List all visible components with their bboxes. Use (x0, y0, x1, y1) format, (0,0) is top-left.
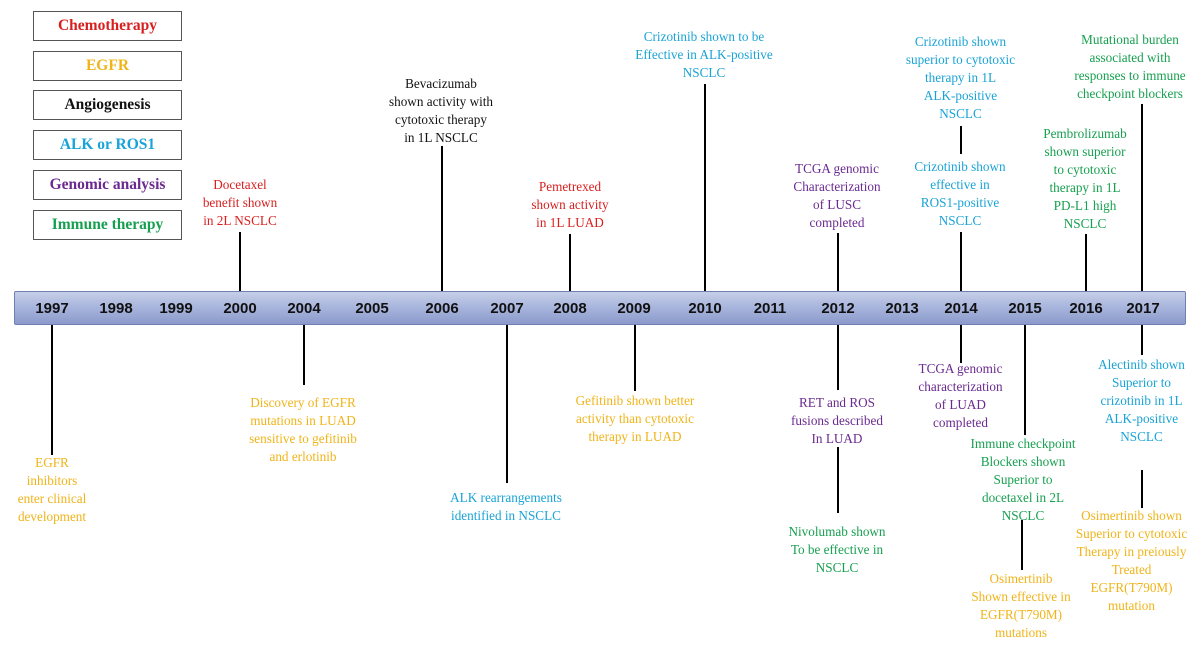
event-2009-gefitinib: Gefitinib shown better activity than cyt… (575, 393, 695, 444)
event-2017-alectinib: Alectinib shown Superior to crizotinib i… (1098, 357, 1185, 444)
connector-line (1141, 104, 1143, 291)
year-label: 2006 (425, 300, 459, 317)
connector-line (239, 232, 241, 291)
connector-line (1021, 520, 1023, 570)
connector-line (1024, 325, 1026, 435)
year-label: 2007 (490, 300, 524, 317)
legend-alk-ros1: ALK or ROS1 (33, 130, 182, 160)
event-2016-pembrolizumab: Pembrolizumab shown superior to cytotoxi… (1043, 126, 1127, 231)
connector-line (1141, 325, 1143, 355)
connector-line (837, 447, 839, 513)
connector-line (960, 232, 962, 291)
connector-line (634, 325, 636, 391)
event-2007-alk-rearrangements: ALK rearrangements identified in NSCLC (450, 490, 562, 523)
event-2012-tcga-lusc: TCGA genomic Characterization of LUSC co… (793, 161, 881, 230)
year-label: 2017 (1126, 300, 1160, 317)
year-label: 2000 (223, 300, 257, 317)
connector-line (960, 126, 962, 154)
connector-line (1141, 470, 1143, 508)
timeline-bar (14, 291, 1186, 325)
connector-line (837, 233, 839, 291)
year-label: 1998 (99, 300, 133, 317)
year-label: 2014 (944, 300, 978, 317)
year-label: 2009 (617, 300, 651, 317)
legend-chemotherapy: Chemotherapy (33, 11, 182, 41)
year-label: 1997 (35, 300, 69, 317)
year-label: 2010 (688, 300, 722, 317)
connector-line (51, 325, 53, 455)
event-2008-pemetrexed: Pemetrexed shown activity in 1L LUAD (531, 179, 609, 230)
connector-line (303, 325, 305, 385)
event-2017-osimertinib: Osimertinib shown Superior to cytotoxic … (1075, 508, 1188, 613)
legend-immune-therapy: Immune therapy (33, 210, 182, 240)
connector-line (704, 84, 706, 291)
year-label: 2015 (1008, 300, 1042, 317)
event-2006-bevacizumab: Bevacizumab shown activity with cytotoxi… (388, 76, 494, 145)
year-label: 1999 (159, 300, 193, 317)
connector-line (960, 325, 962, 363)
legend-angiogenesis: Angiogenesis (33, 90, 182, 120)
year-label: 2011 (753, 300, 787, 317)
legend-genomic-analysis: Genomic analysis (33, 170, 182, 200)
event-2014-crizotinib-superior: Crizotinib shown superior to cytotoxic t… (905, 34, 1016, 121)
legend-egfr: EGFR (33, 51, 182, 81)
event-2015-checkpoint-blockers: Immune checkpoint Blockers shown Superio… (970, 436, 1076, 523)
event-2004-egfr-mutations: Discovery of EGFR mutations in LUAD sens… (249, 395, 357, 464)
event-2017-mutational-burden: Mutational burden associated with respon… (1074, 32, 1186, 101)
event-2012-ret-ros-fusions: RET and ROS fusions described In LUAD (791, 395, 883, 446)
event-2014-tcga-luad: TCGA genomic characterization of LUAD co… (918, 361, 1003, 430)
year-label: 2013 (885, 300, 919, 317)
year-label: 2004 (287, 300, 321, 317)
year-label: 2008 (553, 300, 587, 317)
event-1997-egfr-inhibitors: EGFR inhibitors enter clinical developme… (17, 455, 87, 524)
year-label: 2012 (821, 300, 855, 317)
event-2014-crizotinib-ros1: Crizotinib shown effective in ROS1-posit… (914, 159, 1006, 228)
year-label: 2016 (1069, 300, 1103, 317)
connector-line (441, 146, 443, 291)
connector-line (837, 325, 839, 390)
event-2000-docetaxel: Docetaxel benefit shown in 2L NSCLC (202, 177, 278, 228)
event-2012-nivolumab: Nivolumab shown To be effective in NSCLC (788, 524, 886, 575)
connector-line (569, 234, 571, 291)
event-2015-osimertinib: Osimertinib Shown effective in EGFR(T790… (971, 571, 1071, 640)
connector-line (1085, 234, 1087, 291)
year-label: 2005 (355, 300, 389, 317)
event-2010-crizotinib-alk: Crizotinib shown to be Effective in ALK-… (635, 29, 773, 80)
connector-line (506, 325, 508, 483)
